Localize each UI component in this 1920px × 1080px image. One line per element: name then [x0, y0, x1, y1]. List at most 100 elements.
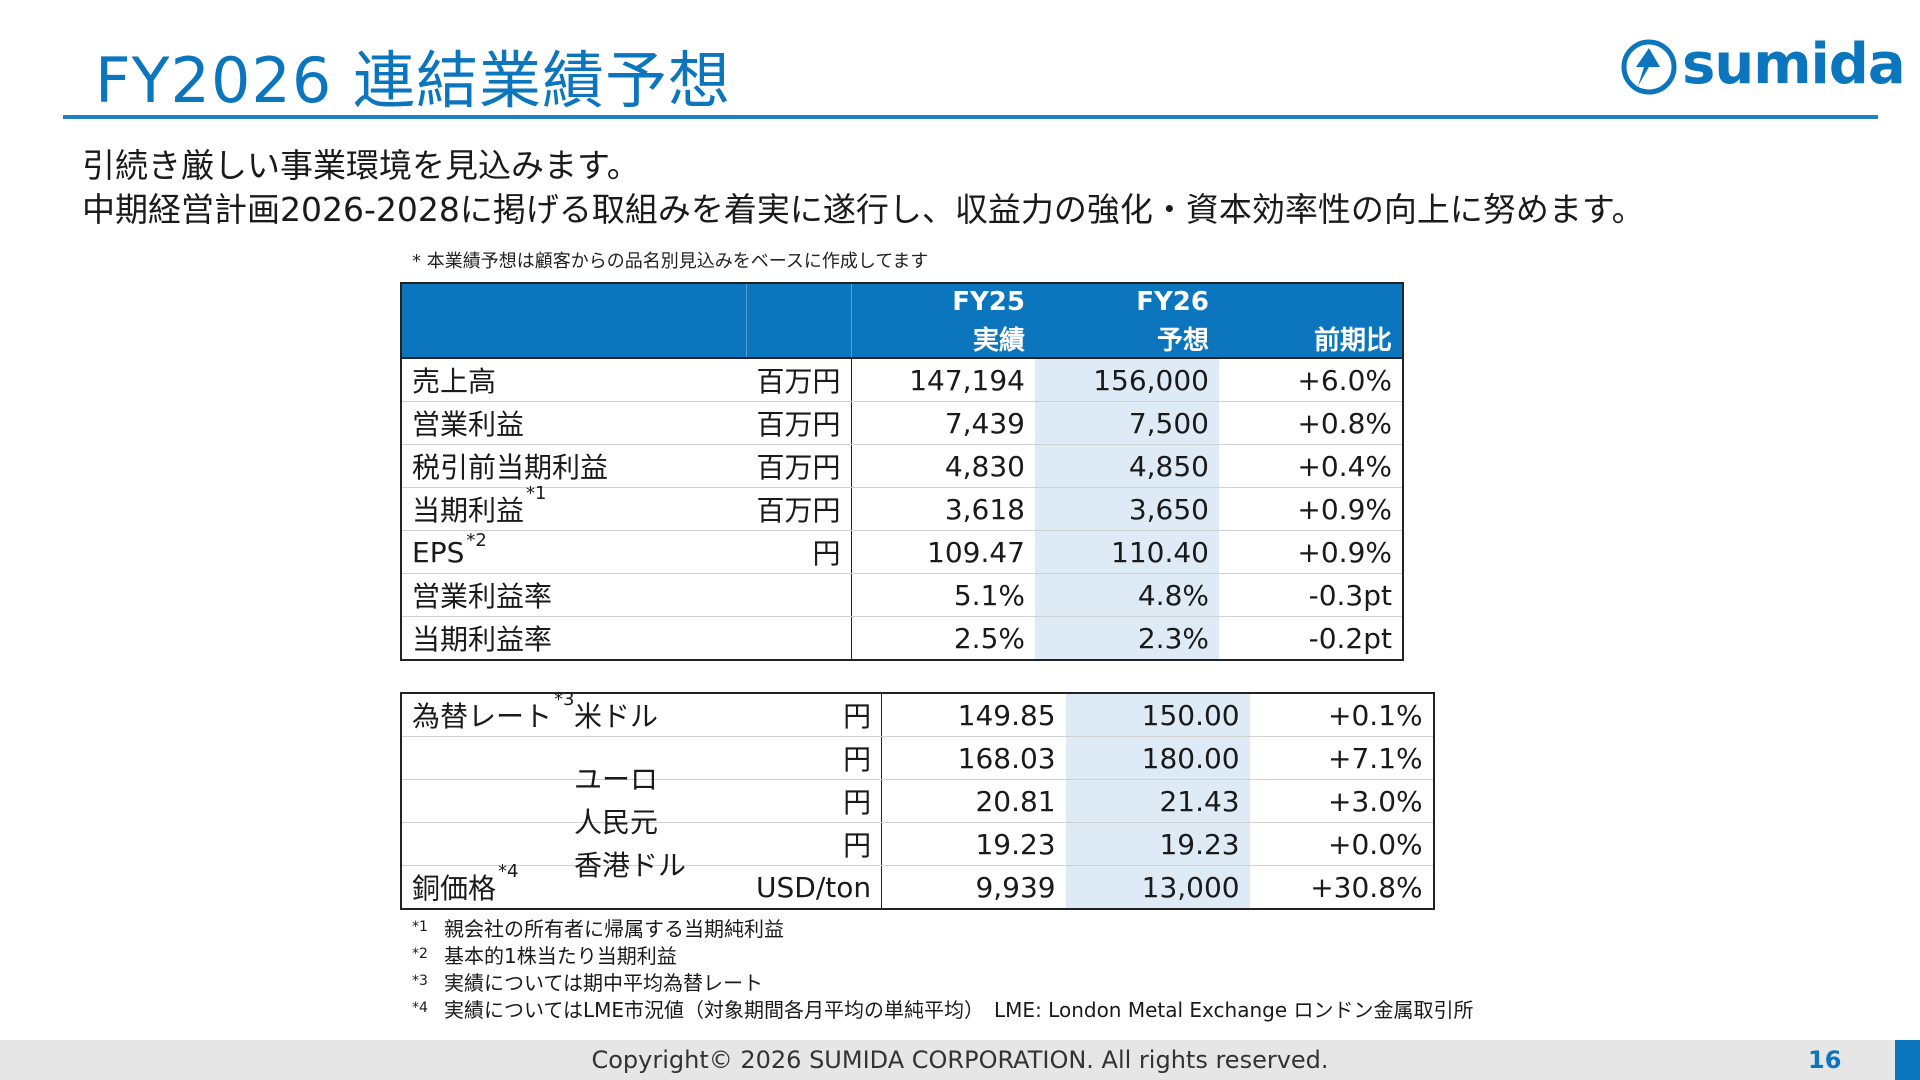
table-row: 営業利益率 5.1% 4.8% -0.3pt: [401, 573, 1403, 617]
row-label-text: 売上高: [412, 365, 497, 398]
row-label: 営業利益率: [401, 573, 746, 617]
row-fy25-actual: 19.23: [881, 822, 1066, 866]
row-unit: 百万円: [746, 444, 852, 488]
fx-copper-table: 為替レート*3 米ドル円 149.85 150.00 +0.1% ユーロ円 168.03 18…: [400, 689, 1435, 910]
table-header-row: 実績 予想 前期比: [401, 320, 1403, 359]
row-fy26-forecast: 110.40: [1035, 530, 1219, 574]
row-label: 税引前当期利益: [401, 444, 746, 488]
row-yoy: -0.3pt: [1219, 573, 1403, 617]
table-row: 税引前当期利益 百万円 4,830 4,850 +0.4%: [401, 444, 1403, 488]
table-row: 当期利益*1 百万円 3,618 3,650 +0.9%: [401, 483, 1403, 531]
table-row: 売上高 百万円 147,194 156,000 +6.0%: [401, 358, 1403, 402]
row-fy25-actual: 2.5%: [953, 621, 1025, 655]
footer-accent: [1895, 1040, 1920, 1080]
currency-name: 米ドル: [574, 700, 659, 733]
row-fy26-forecast: 156,000: [1035, 358, 1219, 402]
table-row: 人民元円 20.81 21.43 +3.0%: [401, 779, 1434, 839]
footnote-line: *3 実績については期中平均為替レート: [412, 970, 1474, 997]
row-fy26-forecast: 4.8%: [1035, 573, 1219, 617]
header-fy26: FY26: [1035, 283, 1219, 320]
row-unit: 円: [746, 530, 852, 574]
row-fy26-forecast: 150.00: [1065, 693, 1250, 737]
header-blank: [401, 320, 747, 359]
row-label: 営業利益: [401, 401, 746, 445]
footnote-mark: *1: [412, 919, 428, 935]
lead-line-1: 引続き厳しい事業環境を見込みます。: [82, 146, 640, 185]
row-label: 売上高: [401, 358, 746, 402]
row-label: 為替レート*3 米ドル: [401, 689, 746, 737]
header-fy25: FY25: [851, 283, 1035, 320]
row-unit: USD/ton: [746, 865, 883, 909]
row-label: ユーロ: [401, 736, 746, 796]
footnotes: *1 親会社の所有者に帰属する当期純利益 *2 基本的1株当たり当期利益 *3 実績につい…: [412, 916, 1474, 1024]
row-fy25-actual: 7,439: [851, 401, 1035, 445]
row-yoy: +3.0%: [1249, 779, 1434, 823]
page-number: 16: [1808, 1046, 1842, 1074]
row-fy26-forecast: 19.23: [1065, 822, 1250, 866]
lead-line-2: 中期経営計画2026-2028に掲げる取組みを着実に遂行し、収益力の強化・資本効…: [82, 190, 1645, 229]
table-header-row: FY25 FY26: [401, 283, 1403, 320]
row-yoy: -0.2pt: [1308, 621, 1392, 655]
row-yoy: +0.9%: [1219, 487, 1403, 531]
row-fy25-actual: 168.03: [881, 736, 1066, 780]
row-fy26-forecast: 4,850: [1035, 444, 1219, 488]
row-label: 銅価格*4: [401, 861, 746, 910]
row-fy26-forecast: 2.3%: [1035, 616, 1219, 660]
row-unit: 百万円: [746, 401, 852, 445]
table-row: 当期利益率 2.5% 2.3% -0.2pt: [401, 616, 1403, 661]
row-label-text: 営業利益: [412, 408, 525, 441]
row-unit: 円: [746, 736, 883, 780]
footnote-text: 実績についてはLME市況値（対象期間各月平均の単純平均） LME: London…: [444, 998, 1474, 1022]
row-yoy: +0.1%: [1249, 693, 1434, 737]
row-label-text: 営業利益率: [412, 580, 553, 613]
row-yoy: +6.0%: [1219, 358, 1403, 402]
header-actual: 実績: [851, 320, 1035, 359]
row-fy25-actual: 3,618: [851, 487, 1035, 531]
row-unit: 円: [746, 693, 883, 737]
footnote-line: *1 親会社の所有者に帰属する当期純利益: [412, 916, 1474, 943]
row-fy26-forecast: 13,000: [1065, 865, 1250, 909]
footnote-line: *4 実績についてはLME市況値（対象期間各月平均の単純平均） LME: Lond…: [412, 997, 1474, 1024]
row-unit: 百万円: [746, 487, 852, 531]
sumida-logo-icon: [1621, 39, 1677, 95]
page-title: FY2026 連結業績予想: [95, 44, 732, 117]
footer-bar: [0, 1040, 1895, 1080]
row-yoy: +0.9%: [1219, 530, 1403, 574]
row-label-text: 当期利益率: [412, 623, 553, 656]
row-fy26-forecast: 180.00: [1065, 736, 1250, 780]
lead-text: 引続き厳しい事業環境を見込みます。 中期経営計画2026-2028に掲げる取組み…: [82, 144, 1645, 232]
footnote-mark: *2: [412, 946, 428, 962]
row-yoy: +0.4%: [1219, 444, 1403, 488]
table-row: 為替レート*3 米ドル円 149.85 150.00 +0.1%: [401, 689, 1434, 737]
row-label: 当期利益率: [401, 617, 746, 661]
header-blank: [746, 320, 852, 359]
row-label: 香港ドル: [401, 822, 746, 882]
row-unit: 円: [746, 822, 883, 866]
row-unit: [746, 616, 852, 660]
row-fy25-actual: 9,939: [975, 870, 1056, 904]
footnote-text: 実績については期中平均為替レート: [444, 971, 763, 995]
row-unit: [746, 573, 852, 617]
footnote-mark: *2: [466, 529, 487, 551]
row-label: 当期利益*1: [401, 483, 746, 531]
row-fy26-forecast: 21.43: [1065, 779, 1250, 823]
copper-label: 銅価格: [412, 872, 497, 905]
header-blank: [1219, 283, 1403, 320]
footnote-text: 基本的1株当たり当期利益: [444, 944, 677, 968]
header-yoy: 前期比: [1219, 320, 1403, 359]
forecast-table: FY25 FY26 実績 予想 前期比 売上高 百万円 147,194 156,000…: [400, 282, 1404, 661]
table-row: 銅価格*4 USD/ton 9,939 13,000 +30.8%: [401, 861, 1434, 910]
row-yoy: +0.0%: [1249, 822, 1434, 866]
footnote-line: *2 基本的1株当たり当期利益: [412, 943, 1474, 970]
table-row: 営業利益 百万円 7,439 7,500 +0.8%: [401, 401, 1403, 445]
row-yoy: +30.8%: [1310, 870, 1423, 904]
header-forecast: 予想: [1035, 320, 1219, 359]
title-rule: [63, 115, 1878, 119]
row-yoy: +0.8%: [1219, 401, 1403, 445]
row-fy25-actual: 109.47: [851, 530, 1035, 574]
footnote-mark: *1: [526, 483, 547, 504]
header-blank: [401, 283, 747, 320]
row-label-text: 税引前当期利益: [412, 451, 609, 484]
row-label-text: 当期利益: [412, 494, 525, 527]
row-fy26-forecast: 7,500: [1035, 401, 1219, 445]
